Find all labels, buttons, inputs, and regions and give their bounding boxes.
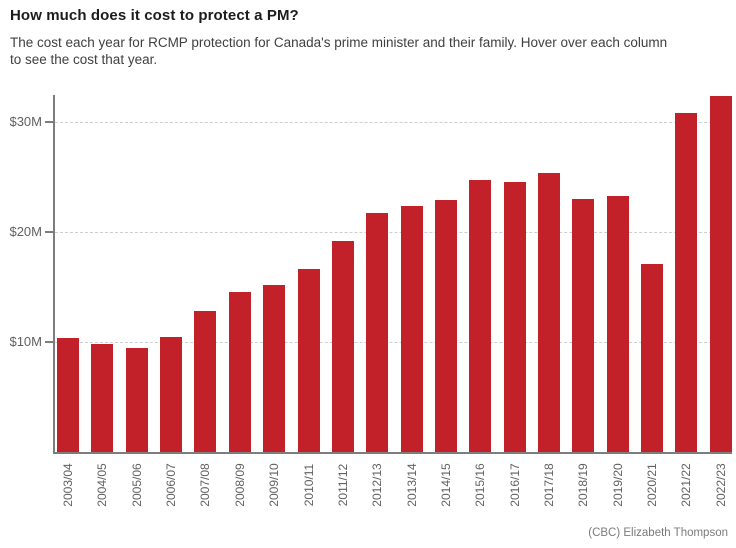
bar-2017/18[interactable] [538, 173, 561, 452]
x-axis-label-cell-2009/10: 2009/10 [263, 456, 285, 516]
y-axis-label-$30M: $30M [9, 114, 42, 130]
x-axis-label: 2010/11 [301, 463, 316, 507]
x-axis-label: 2012/13 [370, 463, 385, 507]
y-axis-tick-$30M [45, 121, 53, 124]
bar-2016/17[interactable] [503, 181, 526, 452]
x-axis-label-cell-2007/08: 2007/08 [194, 456, 216, 516]
x-axis-label-cell-2013/14: 2013/14 [401, 456, 423, 516]
x-axis-label-cell-2003/04: 2003/04 [57, 456, 79, 516]
bar-2013/14[interactable] [400, 205, 423, 452]
x-axis-label-cell-2021/22: 2021/22 [675, 456, 697, 516]
x-axis-label-cell-2005/06: 2005/06 [126, 456, 148, 516]
x-axis-label-cell-2022/23: 2022/23 [710, 456, 732, 516]
x-axis-label-cell-2004/05: 2004/05 [91, 456, 113, 516]
x-axis-label: 2003/04 [61, 463, 75, 507]
bar-2008/09[interactable] [228, 291, 251, 452]
x-axis-label: 2004/05 [95, 463, 110, 507]
attribution: (CBC) Elizabeth Thompson [588, 527, 728, 539]
bar-2020/21[interactable] [641, 264, 664, 452]
x-axis-label: 2007/08 [198, 463, 213, 507]
x-axis-labels: 2003/04 2004/05 2005/06 2006/07 2007/08 2008/… [55, 456, 732, 516]
x-axis-label: 2005/06 [129, 463, 144, 507]
plot-area [45, 95, 732, 454]
x-axis-label: 2020/21 [645, 463, 660, 507]
bar-2007/08[interactable] [194, 311, 217, 452]
x-axis-label: 2013/14 [404, 463, 419, 507]
x-axis-label-cell-2015/16: 2015/16 [469, 456, 491, 516]
x-axis-label: 2017/18 [542, 463, 557, 507]
x-axis-label: 2008/09 [232, 463, 247, 507]
bar-2005/06[interactable] [125, 347, 148, 452]
bar-2009/10[interactable] [263, 285, 286, 452]
x-axis-label: 2016/17 [507, 463, 522, 507]
bar-2010/11[interactable] [297, 268, 320, 452]
gridline-$30M [55, 122, 732, 124]
x-axis-label-cell-2014/15: 2014/15 [435, 456, 457, 516]
bar-2022/23[interactable] [709, 96, 732, 452]
x-axis-label: 2018/19 [576, 463, 591, 507]
x-axis-label-cell-2008/09: 2008/09 [229, 456, 251, 516]
x-axis-label-cell-2010/11: 2010/11 [298, 456, 320, 516]
gridline-$20M [55, 232, 732, 234]
y-axis-tick-$10M [45, 341, 53, 344]
y-axis-label-$10M: $10M [9, 334, 42, 350]
x-axis-label-cell-2017/18: 2017/18 [538, 456, 560, 516]
bar-2019/20[interactable] [606, 196, 629, 452]
bar-2011/12[interactable] [331, 241, 354, 452]
x-axis-label-cell-2019/20: 2019/20 [607, 456, 629, 516]
bar-2014/15[interactable] [434, 200, 457, 452]
bar-2004/05[interactable] [91, 344, 114, 452]
y-axis-labels: $10M $20M $30M [0, 95, 42, 452]
bar-2003/04[interactable] [57, 337, 79, 452]
x-axis-label: 2009/10 [267, 463, 282, 507]
x-axis-label-cell-2020/21: 2020/21 [641, 456, 663, 516]
x-axis-label: 2015/16 [473, 463, 488, 507]
x-axis-label: 2021/22 [679, 463, 694, 507]
bar-2018/19[interactable] [572, 199, 595, 452]
bar-2021/22[interactable] [675, 112, 698, 452]
x-axis-label: 2014/15 [438, 463, 453, 507]
bars-layer [55, 95, 732, 452]
x-axis-label-cell-2011/12: 2011/12 [332, 456, 354, 516]
chart-subtitle-line-1: The cost each year for RCMP protection f… [10, 35, 668, 50]
x-axis-label: 2019/20 [610, 463, 625, 507]
y-axis-label-$20M: $20M [9, 224, 42, 240]
gridline-$10M [55, 342, 732, 344]
x-axis-label-cell-2016/17: 2016/17 [504, 456, 526, 516]
x-axis-label-cell-2012/13: 2012/13 [366, 456, 388, 516]
bar-2006/07[interactable] [160, 336, 183, 452]
x-axis-label: 2011/12 [335, 463, 350, 507]
chart-subtitle-line-2: to see the cost that year. [10, 52, 158, 67]
x-axis-label-cell-2018/19: 2018/19 [572, 456, 594, 516]
y-axis-tick-$20M [45, 231, 53, 234]
chart-subtitle: The cost each year for RCMP protection f… [10, 34, 730, 68]
bar-2012/13[interactable] [366, 212, 389, 452]
x-axis-label: 2022/23 [713, 463, 728, 507]
chart-title: How much does it cost to protect a PM? [10, 7, 299, 24]
x-axis-label-cell-2006/07: 2006/07 [160, 456, 182, 516]
bar-2015/16[interactable] [469, 179, 492, 452]
x-axis-label: 2006/07 [164, 463, 179, 507]
